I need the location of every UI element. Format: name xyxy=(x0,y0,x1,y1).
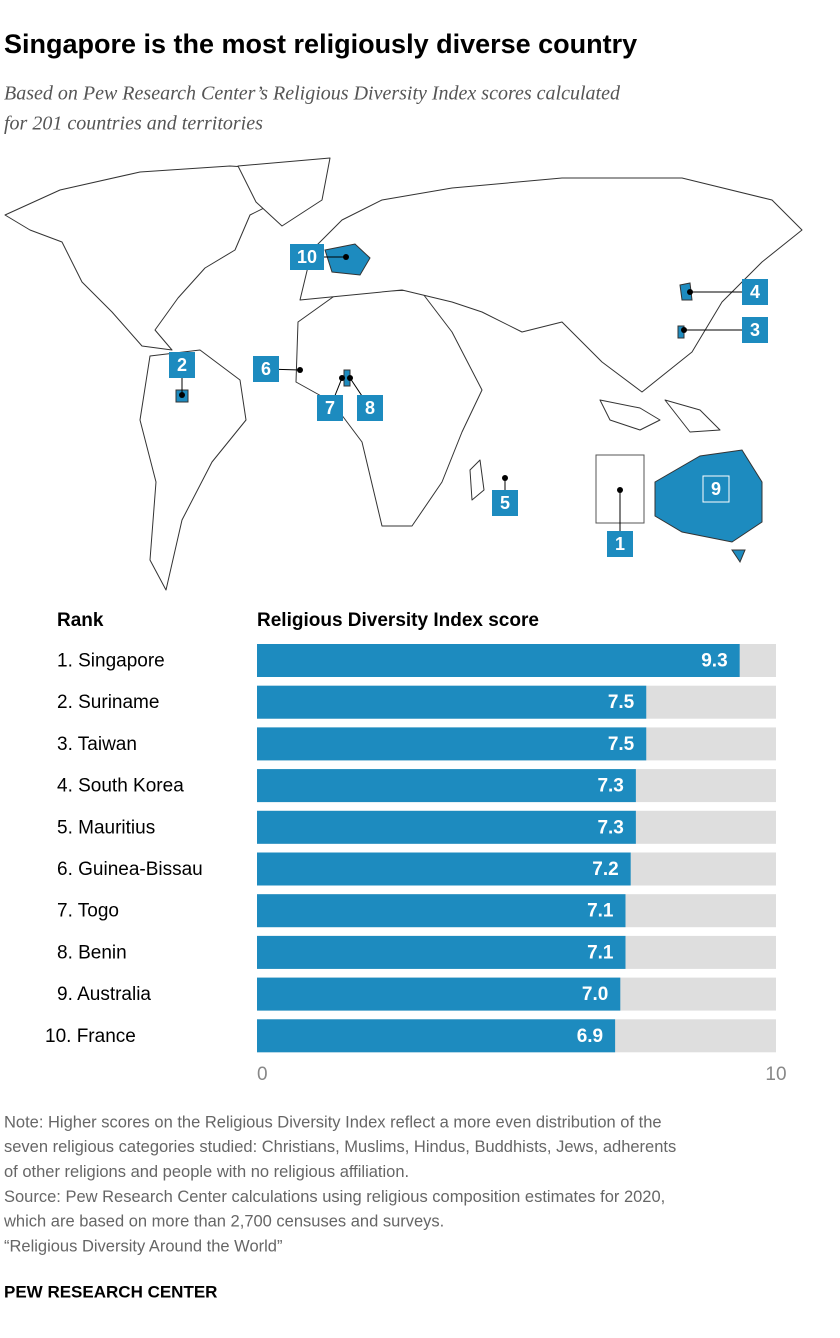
label-box xyxy=(742,279,768,305)
value-label: 7.3 xyxy=(597,776,623,797)
label-box xyxy=(169,352,195,378)
label-box xyxy=(492,490,518,516)
category-label: 2. Suriname xyxy=(57,692,159,713)
note-line: which are based on more than 2,700 censu… xyxy=(3,1213,444,1231)
bar xyxy=(257,852,631,886)
location-dot xyxy=(343,254,349,260)
bar xyxy=(257,810,636,844)
map-label: 5 xyxy=(500,493,510,513)
map-label: 8 xyxy=(365,398,375,418)
location-dot xyxy=(347,375,353,381)
map-label: 7 xyxy=(325,398,335,418)
value-label: 7.5 xyxy=(608,692,635,713)
note-line: seven religious categories studied: Chri… xyxy=(4,1138,676,1156)
category-label: 8. Benin xyxy=(57,942,127,963)
value-header: Religious Diversity Index score xyxy=(257,610,539,631)
map-label: 3 xyxy=(750,320,760,340)
value-label: 9.3 xyxy=(701,651,727,672)
x-tick-label: 10 xyxy=(765,1064,786,1085)
category-label: 5. Mauritius xyxy=(57,817,155,838)
note-line: of other religions and people with no re… xyxy=(4,1163,409,1181)
location-dot xyxy=(179,392,185,398)
value-label: 7.0 xyxy=(582,984,608,1005)
label-box xyxy=(253,356,279,382)
location-dot xyxy=(681,327,687,333)
x-tick-label: 0 xyxy=(257,1064,268,1085)
category-header: Rank xyxy=(57,610,104,631)
map-label: 4 xyxy=(750,282,760,302)
category-label: 7. Togo xyxy=(57,901,119,922)
label-box xyxy=(702,475,730,503)
category-label: 1. Singapore xyxy=(57,651,165,672)
map-label: 10 xyxy=(297,247,317,267)
category-label: 10. France xyxy=(45,1026,136,1047)
note-line: “Religious Diversity Around the World” xyxy=(4,1237,282,1255)
location-dot xyxy=(502,475,508,481)
label-box xyxy=(317,395,343,421)
bar xyxy=(257,935,626,969)
bar xyxy=(257,685,647,719)
bar xyxy=(257,769,636,803)
note-line: Note: Higher scores on the Religious Div… xyxy=(4,1113,662,1131)
value-label: 6.9 xyxy=(577,1026,603,1047)
bar xyxy=(257,977,621,1011)
map-labels: 1 2 3 4 5 6 7 8 9 10 xyxy=(169,244,768,557)
map-label: 2 xyxy=(177,355,187,375)
title: Singapore is the most religiously divers… xyxy=(4,29,637,59)
bar xyxy=(257,894,626,928)
map-label: 6 xyxy=(261,359,271,379)
label-box xyxy=(357,395,383,421)
label-box xyxy=(742,317,768,343)
category-label: 3. Taiwan xyxy=(57,734,137,755)
category-label: 6. Guinea-Bissau xyxy=(57,859,203,880)
bar xyxy=(257,644,740,677)
label-box xyxy=(607,531,633,557)
value-label: 7.5 xyxy=(608,734,635,755)
location-dot xyxy=(687,289,693,295)
value-label: 7.1 xyxy=(587,942,614,963)
map-label: 9 xyxy=(711,479,721,499)
location-dot xyxy=(617,487,623,493)
label-box xyxy=(290,244,324,270)
subtitle: Based on Pew Research Center’s Religious… xyxy=(4,83,621,105)
value-label: 7.3 xyxy=(597,817,623,838)
map-label: 1 xyxy=(615,534,625,554)
note-line: Source: Pew Research Center calculations… xyxy=(4,1188,665,1206)
value-label: 7.1 xyxy=(587,901,614,922)
value-label: 7.2 xyxy=(592,859,618,880)
bar xyxy=(257,1019,616,1053)
subtitle: for 201 countries and territories xyxy=(4,113,263,135)
bar xyxy=(257,727,647,761)
category-label: 4. South Korea xyxy=(57,776,184,797)
location-dot xyxy=(297,367,303,373)
world-map xyxy=(4,157,803,591)
category-label: 9. Australia xyxy=(57,984,151,1005)
footer: PEW RESEARCH CENTER xyxy=(4,1282,217,1301)
location-dot xyxy=(339,375,345,381)
